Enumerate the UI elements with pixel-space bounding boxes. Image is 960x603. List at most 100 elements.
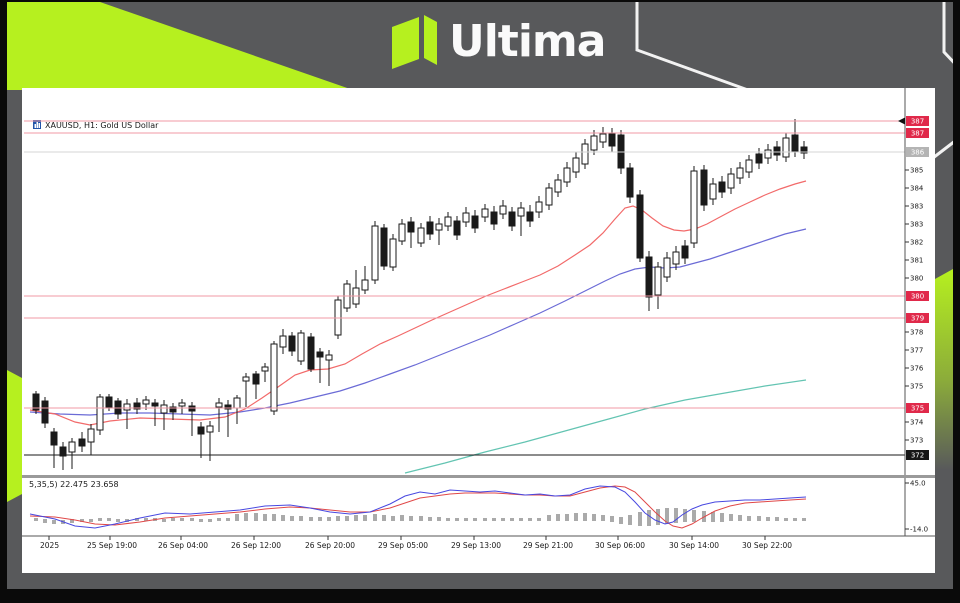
price-tick-label[interactable]: 377 <box>910 347 923 355</box>
indicator-histogram-bar <box>556 514 560 521</box>
green-strip-right-edge <box>935 269 953 470</box>
candle-body <box>663 257 671 278</box>
time-axis-label[interactable]: 29 Sep 05:00 <box>378 541 428 550</box>
indicator-histogram-bar <box>354 515 358 521</box>
candle-body <box>435 223 443 231</box>
indicator-histogram-bar <box>656 509 660 525</box>
candle-body <box>636 194 644 259</box>
price-tick-label[interactable]: 374 <box>910 419 924 427</box>
price-badge-gray[interactable] <box>906 147 929 157</box>
candle-body <box>590 135 598 151</box>
price-tick-label[interactable]: 381 <box>910 257 923 265</box>
candle-body <box>727 173 735 189</box>
indicator-histogram-bar <box>437 517 441 521</box>
price-badge-black[interactable] <box>906 450 929 460</box>
candle-body <box>471 215 479 229</box>
indicator-separator[interactable] <box>22 475 935 478</box>
indicator-histogram-bar <box>757 516 761 521</box>
price-badge-red[interactable] <box>906 116 929 126</box>
indicator-histogram-bar <box>802 518 806 521</box>
candle-body <box>773 146 781 156</box>
brand-logo-text: Ultima <box>449 16 606 67</box>
price-tick-label[interactable]: 373 <box>910 437 923 445</box>
time-axis-label[interactable]: 26 Sep 20:00 <box>305 541 355 550</box>
candle-body <box>41 400 49 424</box>
price-tick-label[interactable]: 384 <box>910 185 924 193</box>
time-axis-label[interactable]: 26 Sep 12:00 <box>231 541 281 550</box>
price-tick-label[interactable]: 378 <box>910 329 923 337</box>
price-tick-label[interactable]: 383 <box>910 221 923 229</box>
candle-body <box>645 256 653 298</box>
candle-body <box>307 336 315 370</box>
candle-body <box>599 133 607 143</box>
indicator-histogram-bar <box>683 509 687 522</box>
candle-body <box>105 396 113 408</box>
indicator-histogram-bar <box>455 518 459 521</box>
time-axis-label[interactable]: 30 Sep 22:00 <box>742 541 792 550</box>
price-tick-label[interactable]: 380 <box>910 275 923 283</box>
candle-body <box>535 201 543 213</box>
candle-body <box>96 396 104 431</box>
price-tick-label[interactable]: 385 <box>910 167 923 175</box>
price-badge-red[interactable] <box>906 291 929 301</box>
indicator-histogram-bar <box>784 518 788 521</box>
time-axis-label[interactable]: 30 Sep 14:00 <box>669 541 719 550</box>
indicator-histogram-bar <box>98 518 102 521</box>
time-axis-label[interactable]: 2025 <box>40 541 59 550</box>
candle-body <box>407 221 415 233</box>
candle-body <box>526 211 534 222</box>
time-axis-label[interactable]: 30 Sep 06:00 <box>595 541 645 550</box>
ma-fast-red-line <box>29 180 807 426</box>
candle-body <box>242 376 250 382</box>
candle-body <box>50 431 58 446</box>
candle-body <box>608 132 616 147</box>
indicator-histogram-bar <box>208 519 212 522</box>
indicator-histogram-bar <box>473 518 477 521</box>
indicator-histogram-bar <box>428 517 432 521</box>
price-tick-label[interactable]: 382 <box>910 239 923 247</box>
brand-logo-icon <box>392 15 437 69</box>
candle-body <box>417 227 425 244</box>
indicator-histogram-bar <box>583 513 587 521</box>
indicator-histogram-bar <box>180 518 184 521</box>
indicator-histogram-bar <box>738 515 742 521</box>
price-badge-red[interactable] <box>906 128 929 138</box>
candle-body <box>206 425 214 433</box>
indicator-histogram-bar <box>254 513 258 521</box>
indicator-histogram-bar <box>619 517 623 524</box>
candle-body <box>178 402 186 407</box>
price-badge-red[interactable] <box>906 313 929 323</box>
time-axis-label[interactable]: 29 Sep 21:00 <box>523 541 573 550</box>
indicator-histogram-bar <box>382 515 386 521</box>
indicator-histogram-bar <box>419 516 423 521</box>
indicator-histogram-bar <box>345 516 349 521</box>
price-badge-red[interactable] <box>906 403 929 413</box>
candle-body <box>791 134 799 153</box>
price-badge-label: 375 <box>911 405 924 413</box>
indicator-histogram-bar <box>720 513 724 522</box>
indicator-histogram-bar <box>711 512 715 522</box>
candle-body <box>398 223 406 242</box>
candle-body <box>755 153 763 164</box>
time-axis-label[interactable]: 26 Sep 04:00 <box>158 541 208 550</box>
indicator-histogram-bar <box>547 515 551 521</box>
indicator-histogram-bar <box>144 518 148 521</box>
indicator-histogram-bar <box>665 508 669 524</box>
indicator-axis-label[interactable]: -14.0 <box>910 526 928 534</box>
price-tick-label[interactable]: 383 <box>910 203 923 211</box>
price-tick-label[interactable]: 376 <box>910 365 924 373</box>
price-tick-label[interactable]: 375 <box>910 383 923 391</box>
indicator-histogram-bar <box>327 517 331 521</box>
indicator-histogram-bar <box>80 519 84 522</box>
indicator-histogram-bar <box>729 514 733 521</box>
indicator-histogram-bar <box>519 518 523 521</box>
time-axis-label[interactable]: 25 Sep 19:00 <box>87 541 137 550</box>
price-badge-label: 387 <box>911 118 924 126</box>
candle-body <box>197 426 205 435</box>
time-axis-label[interactable]: 29 Sep 13:00 <box>451 541 501 550</box>
candle-body <box>270 343 278 412</box>
indicator-axis-label[interactable]: 45.0 <box>910 480 926 488</box>
candle-body <box>453 220 461 236</box>
